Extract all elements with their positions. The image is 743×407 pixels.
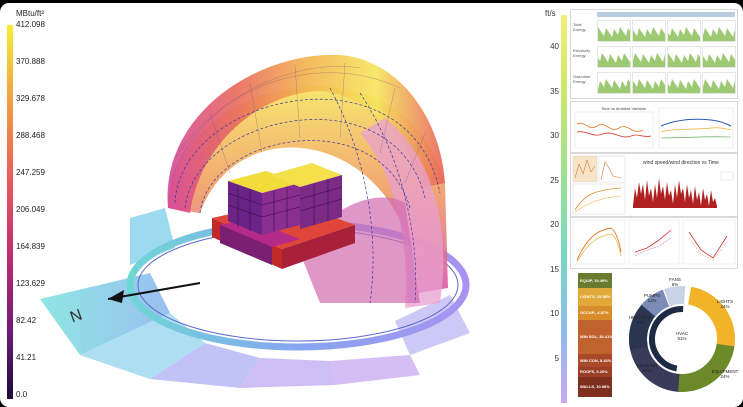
energy-row-label: Electricity Energy (573, 48, 591, 58)
radiation-tick: 0.0 (16, 390, 28, 399)
donut-label-lights: LIGHTS 24% (716, 299, 734, 309)
stacked-bar-segment: EQUIP, 19.49% (578, 273, 612, 288)
donut-label-heat-rxn: HEAT RXN 5% (628, 315, 652, 325)
north-compass-arrow (107, 282, 201, 303)
energy-mini-area-chart (702, 20, 736, 42)
wind-speed-tick: 25 (550, 175, 559, 185)
radiation-tick: 82.42 (16, 316, 37, 325)
radiation-tick: 329.678 (16, 94, 45, 103)
building-tower (228, 171, 300, 193)
stacked-bar-label: WALLS, 10.98% (580, 384, 610, 389)
stacked-bar-label: WIN SOL, 30.41% (580, 334, 613, 339)
visualization-canvas: MBtu/ft² 412.098 370.888 329.678 288.468 247… (0, 3, 743, 407)
energy-mini-area-chart (667, 46, 701, 68)
stacked-bar-label: OCCUP., 4.87% (580, 310, 609, 315)
sunpath-dome-band (167, 54, 445, 213)
stacked-bar-label: ROOFS, 6.26% (580, 369, 608, 374)
radiation-tick: 164.839 (16, 242, 45, 251)
energy-mini-area-chart (702, 72, 736, 94)
stacked-bar-label: LIGHTS, 19.98% (580, 294, 611, 299)
wind-speed-tick: 15 (550, 264, 559, 274)
energy-mini-area-chart (632, 46, 666, 68)
stacked-bar-segment: WIN CON, 8.43% (578, 354, 612, 367)
radiation-tick: 206.049 (16, 205, 45, 214)
stacked-bar-segment: ROOFS, 6.26% (578, 367, 612, 377)
stacked-bar-label: WIN CON, 8.43% (580, 357, 612, 363)
sunpath-3d-scene: N (40, 54, 470, 388)
energy-grid-panel: Total Energy Electricity Energy Gas/other … (570, 9, 738, 99)
wind-time-panel: wind speed/wind direction vs Time (570, 153, 738, 217)
radiation-tick: 247.259 (16, 168, 45, 177)
radiation-unit-label: MBtu/ft² (16, 9, 45, 18)
energy-mini-area-chart (597, 72, 631, 94)
wind-speed-tick: 30 (550, 131, 559, 140)
donut-label-cooling: COOLING 30% (636, 363, 658, 373)
stacked-bar-segment: WIN SOL, 30.41% (578, 320, 613, 354)
radiation-tick: 123.629 (16, 279, 45, 288)
energy-grid-header (597, 12, 735, 17)
energy-mini-area-chart (632, 72, 666, 94)
energy-mini-area-chart (667, 20, 701, 42)
stacked-bar-segment: LIGHTS, 19.98% (578, 288, 612, 306)
donut-label-pumps: PUMPS 11% (643, 293, 660, 303)
north-label: N (68, 307, 85, 327)
energy-mini-area-chart (597, 46, 631, 68)
svg-text:wind speed/wind direction vs T: wind speed/wind direction vs Time (643, 160, 719, 166)
donut-label-equipment: EQUIPMENT 24% (711, 369, 739, 379)
wind-rose-petal (150, 343, 260, 388)
line-charts-panel: Time vs Ambient Variable (570, 101, 738, 153)
energy-row-label: Gas/other Energy (573, 74, 591, 84)
wind-rose-petal (240, 358, 335, 388)
energy-donut-chart (629, 286, 735, 392)
stacked-bar-segment: OCCUP., 4.87% (578, 306, 612, 320)
energy-mini-area-chart (702, 46, 736, 68)
radiation-tick: 288.468 (16, 131, 45, 140)
wind-speed-color-scale (561, 15, 567, 403)
wind-speed-tick: 35 (550, 86, 559, 96)
energy-stacked-bar: EQUIP, 19.49% LIGHTS, 19.98% OCCUP., 4.87%… (578, 273, 613, 399)
energy-row-label: Total Energy (573, 22, 586, 32)
radiation-tick: 370.888 (16, 57, 45, 66)
radiation-tick: 412.098 (16, 20, 45, 29)
stacked-bar-segment: WALLS, 10.98% (578, 377, 612, 397)
wind-speed-tick: 5 (554, 353, 559, 363)
energy-mini-area-chart (632, 20, 666, 42)
wind-speed-unit-label: ft/s (545, 9, 556, 18)
building-tower (270, 163, 342, 187)
radiation-tick: 41.21 (16, 353, 37, 362)
radiation-color-scale (7, 25, 13, 399)
wind-speed-tick: 10 (550, 309, 559, 318)
performance-charts-panel (570, 217, 738, 269)
wind-speed-tick: 40 (550, 42, 559, 51)
donut-center-label: HVAC 51% (675, 331, 689, 341)
wind-speed-tick: 20 (550, 220, 559, 229)
wind-rose-petal (330, 355, 420, 385)
energy-mini-area-chart (667, 72, 701, 94)
donut-label-fans: FANS 6% (669, 277, 681, 287)
svg-text:Time vs Ambient Variable: Time vs Ambient Variable (601, 106, 647, 111)
energy-mini-area-chart (597, 20, 631, 42)
stacked-bar-label: EQUIP, 19.49% (580, 277, 608, 283)
